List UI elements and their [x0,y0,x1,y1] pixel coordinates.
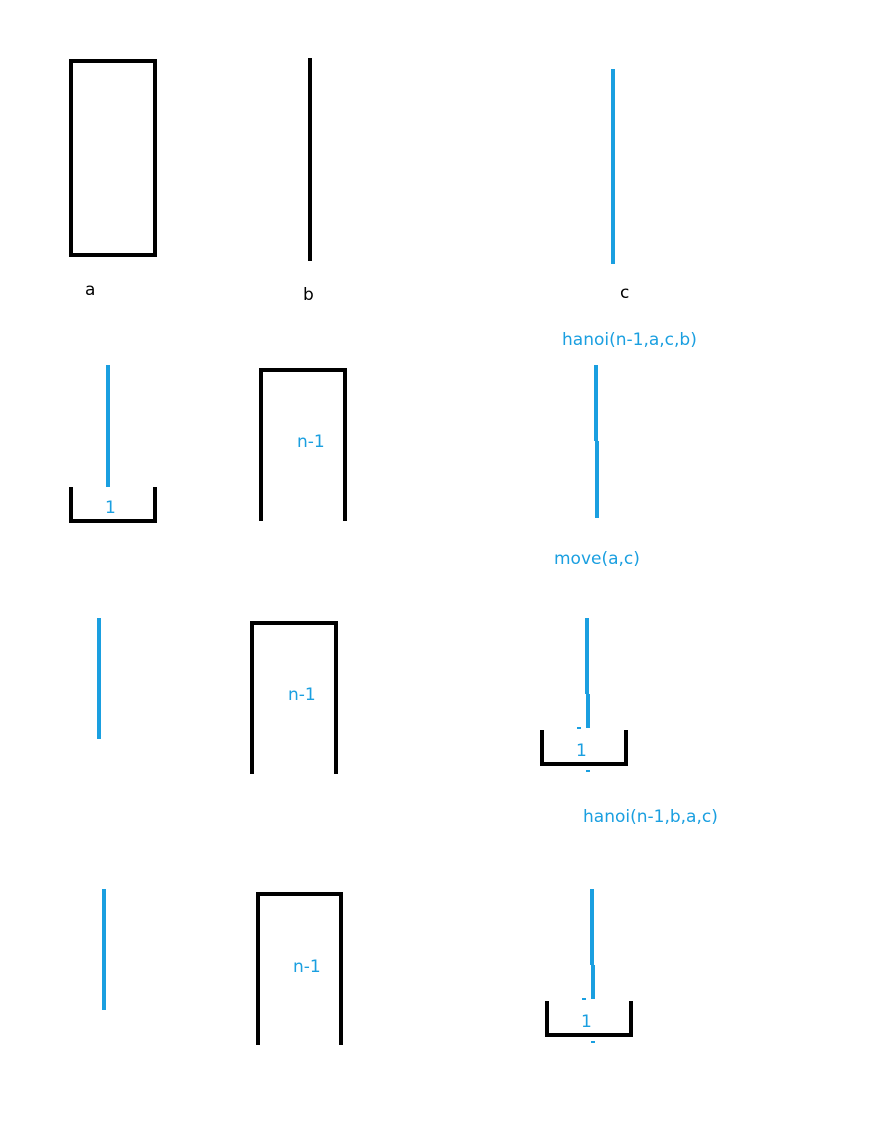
step2-call-label: move(a,c) [554,549,640,569]
step1-peg-b-stack-label: n-1 [297,432,325,452]
step1-call-label: hanoi(n-1,a,c,b) [562,330,697,350]
step1-peg-a-disk [69,487,157,523]
step2-peg-c-disk [540,730,628,766]
step2-peg-c-disk-label: 1 [576,741,587,761]
step1-peg-b-stack [259,368,347,521]
step3-peg-c-disk-label: 1 [581,1012,592,1032]
peg-c-label: c [620,283,629,303]
step3-peg-c-disk [545,1001,633,1037]
step1-peg-a-disk-label: 1 [105,498,116,518]
step2-peg-b-stack-label: n-1 [288,685,316,705]
step3-peg-b-stack [256,892,343,1045]
peg-b-label: b [303,285,314,305]
peg-a-full-stack [69,59,157,257]
peg-a-label: a [85,280,95,300]
row-step1: hanoi(n-1,a,c,b) 1 n-1 [69,330,697,523]
step3-peg-b-stack-label: n-1 [293,957,321,977]
row-step2: move(a,c) n-1 1 [97,549,640,774]
step2-peg-b-stack [250,621,338,774]
row-initial: a b c [69,58,629,305]
row-step3: hanoi(n-1,b,a,c) n-1 1 [102,807,718,1045]
step3-call-label: hanoi(n-1,b,a,c) [583,807,718,827]
